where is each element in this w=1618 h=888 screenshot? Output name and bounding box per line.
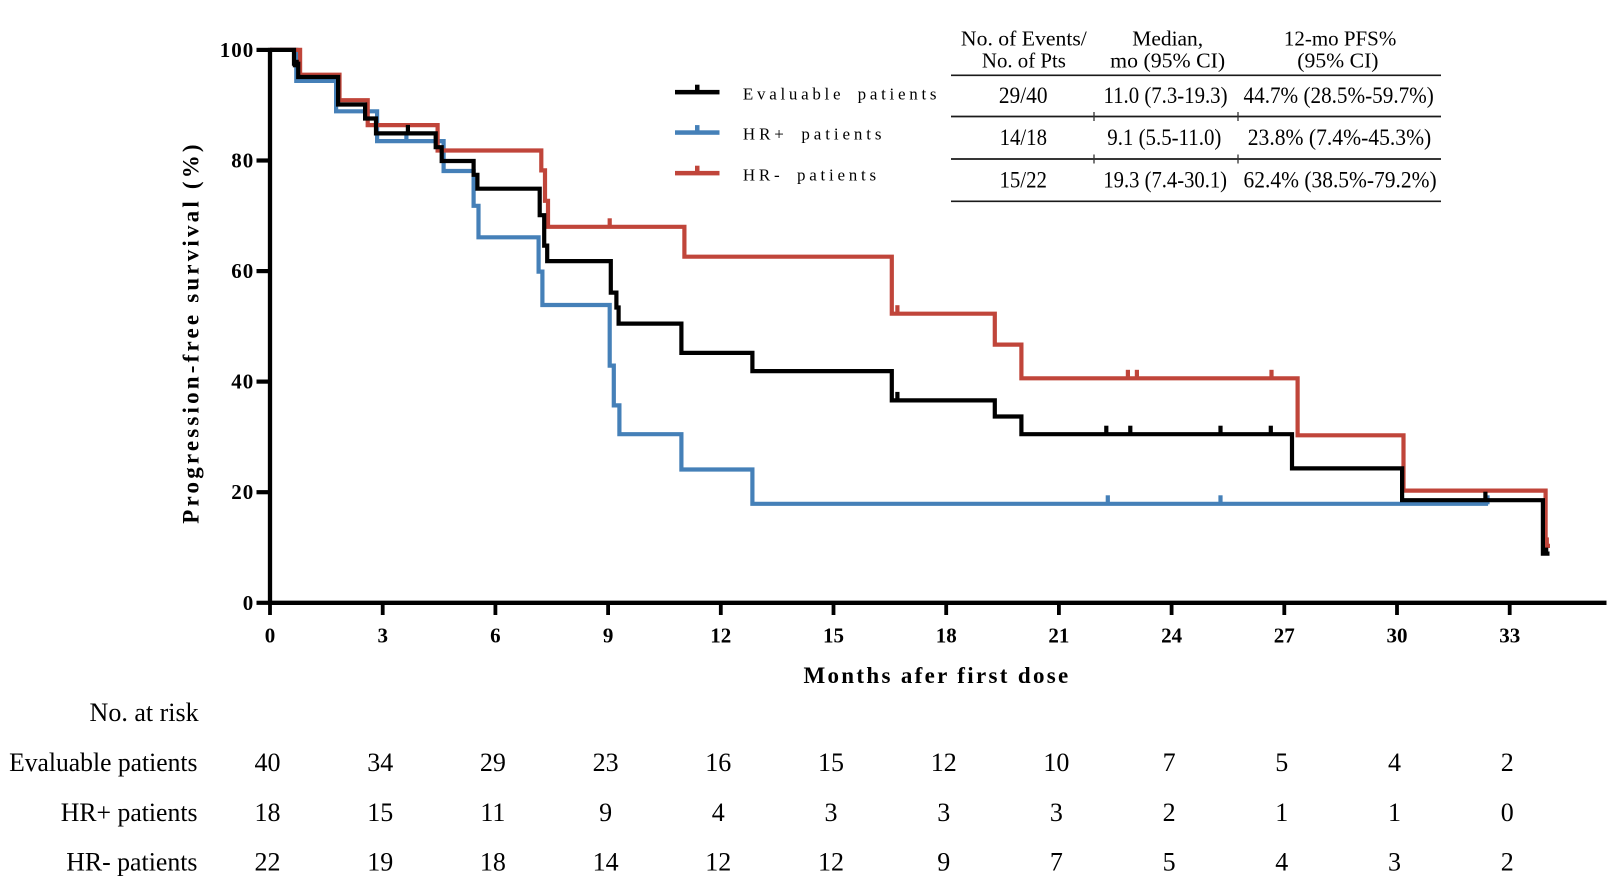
svg-text:0: 0 [243,591,255,615]
svg-text:1: 1 [1388,798,1401,827]
svg-text:No. of Pts: No. of Pts [982,48,1066,72]
svg-text:44.7% (28.5%-59.7%): 44.7% (28.5%-59.7%) [1244,83,1434,109]
svg-text:9: 9 [937,848,950,877]
svg-text:40: 40 [231,370,254,394]
svg-text:(95% CI): (95% CI) [1297,48,1378,72]
svg-text:21: 21 [1048,624,1069,648]
svg-text:62.4% (38.5%-79.2%): 62.4% (38.5%-79.2%) [1244,167,1437,193]
svg-text:HR+ patients: HR+ patients [743,125,885,144]
svg-text:80: 80 [231,149,254,173]
svg-text:12: 12 [710,624,731,648]
svg-text:18: 18 [255,798,281,827]
svg-text:Months afer first dose: Months afer first dose [803,663,1070,688]
svg-text:23: 23 [593,748,619,777]
svg-text:15: 15 [818,748,844,777]
svg-text:No. of Events/: No. of Events/ [961,27,1087,51]
svg-text:2: 2 [1501,748,1514,777]
svg-text:34: 34 [367,748,393,777]
svg-text:HR- patients: HR- patients [66,848,197,877]
svg-text:30: 30 [1387,624,1408,648]
svg-text:4: 4 [712,798,725,827]
svg-text:9: 9 [603,624,614,648]
svg-text:Evaluable patients: Evaluable patients [9,748,197,777]
svg-text:14/18: 14/18 [1000,125,1047,151]
svg-text:15: 15 [823,624,844,648]
svg-text:7: 7 [1050,848,1063,877]
svg-text:14: 14 [593,848,619,877]
svg-text:19.3 (7.4-30.1): 19.3 (7.4-30.1) [1103,167,1227,193]
svg-text:3: 3 [825,798,838,827]
svg-text:7: 7 [1163,748,1176,777]
svg-text:29/40: 29/40 [999,83,1048,109]
svg-text:33: 33 [1499,624,1520,648]
svg-text:Median,: Median, [1132,27,1203,51]
svg-text:15/22: 15/22 [999,167,1047,193]
svg-text:3: 3 [1050,798,1063,827]
svg-text:5: 5 [1275,748,1288,777]
svg-text:23.8% (7.4%-45.3%): 23.8% (7.4%-45.3%) [1248,125,1432,151]
svg-text:0: 0 [1501,798,1514,827]
svg-text:4: 4 [1388,748,1401,777]
svg-text:3: 3 [1388,848,1401,877]
svg-text:1: 1 [1275,798,1288,827]
svg-text:18: 18 [480,848,506,877]
svg-text:27: 27 [1274,624,1295,648]
svg-text:12: 12 [931,748,957,777]
svg-text:HR- patients: HR- patients [743,165,880,184]
svg-text:12: 12 [818,848,844,877]
svg-text:6: 6 [490,624,501,648]
svg-text:11: 11 [480,798,505,827]
svg-text:9: 9 [599,798,612,827]
svg-text:mo (95% CI): mo (95% CI) [1110,48,1225,72]
svg-text:12: 12 [705,848,731,877]
svg-text:22: 22 [255,848,281,877]
svg-text:3: 3 [937,798,950,827]
svg-text:Progression-free survival (%): Progression-free survival (%) [179,142,204,524]
svg-text:19: 19 [367,848,393,877]
svg-text:16: 16 [705,748,731,777]
svg-text:60: 60 [231,259,254,283]
svg-text:Evaluable patients: Evaluable patients [743,84,940,103]
svg-text:18: 18 [936,624,957,648]
svg-text:100: 100 [220,38,255,62]
svg-text:29: 29 [480,748,506,777]
svg-text:HR+ patients: HR+ patients [61,798,198,827]
svg-text:No. at risk: No. at risk [90,698,199,727]
svg-text:4: 4 [1275,848,1288,877]
svg-text:5: 5 [1163,848,1176,877]
svg-text:15: 15 [367,798,393,827]
svg-text:9.1 (5.5-11.0): 9.1 (5.5-11.0) [1107,125,1221,151]
svg-text:12-mo PFS%: 12-mo PFS% [1284,27,1396,51]
svg-text:2: 2 [1501,848,1514,877]
svg-text:3: 3 [377,624,388,648]
svg-text:40: 40 [255,748,281,777]
svg-text:10: 10 [1043,748,1069,777]
svg-text:24: 24 [1161,624,1183,648]
svg-text:11.0 (7.3-19.3): 11.0 (7.3-19.3) [1104,83,1228,109]
svg-text:0: 0 [265,624,276,648]
svg-text:2: 2 [1163,798,1176,827]
svg-text:20: 20 [231,480,254,504]
